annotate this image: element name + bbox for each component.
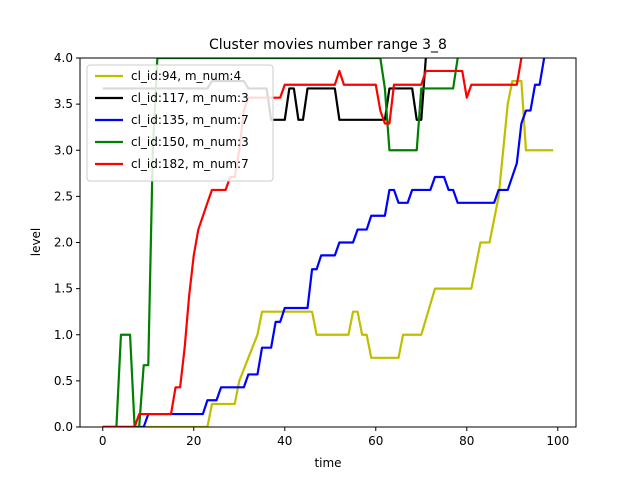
x-tick-label: 20 [186, 434, 201, 448]
y-tick-label: 0.5 [54, 374, 73, 388]
legend-label: cl_id:94, m_num:4 [131, 69, 241, 83]
y-tick-label: 1.5 [54, 282, 73, 296]
chart-title: Cluster movies number range 3_8 [209, 37, 447, 53]
legend-box [86, 64, 274, 182]
y-tick-label: 3.5 [54, 97, 73, 111]
legend-label: cl_id:135, m_num:7 [131, 113, 249, 127]
legend-label: cl_id:150, m_num:3 [131, 135, 249, 149]
x-tick-label: 0 [99, 434, 107, 448]
x-tick-label: 80 [459, 434, 474, 448]
y-tick-label: 2.5 [54, 189, 73, 203]
y-tick-label: 2.0 [54, 236, 73, 250]
legend-label: cl_id:182, m_num:7 [131, 157, 249, 171]
series-line-3 [102, 58, 546, 427]
y-tick-label: 0.0 [54, 420, 73, 434]
y-tick-label: 1.0 [54, 328, 73, 342]
x-axis: 0 20 40 60 80 100 [99, 427, 569, 448]
y-axis-label: level [29, 228, 43, 257]
x-tick-label: 100 [546, 434, 569, 448]
series-line-1 [102, 79, 554, 427]
y-axis: 0.0 0.5 1.0 1.5 2.0 2.5 3.0 3.5 4.0 [54, 51, 80, 434]
x-tick-label: 40 [277, 434, 292, 448]
legend-label: cl_id:117, m_num:3 [131, 91, 249, 105]
y-tick-label: 3.0 [54, 143, 73, 157]
x-axis-label: time [314, 456, 341, 470]
legend: cl_id:94, m_num:4 cl_id:117, m_num:3 cl_id… [86, 64, 274, 182]
y-tick-label: 4.0 [54, 51, 73, 65]
x-tick-label: 60 [368, 434, 383, 448]
series-line-4 [102, 58, 459, 427]
